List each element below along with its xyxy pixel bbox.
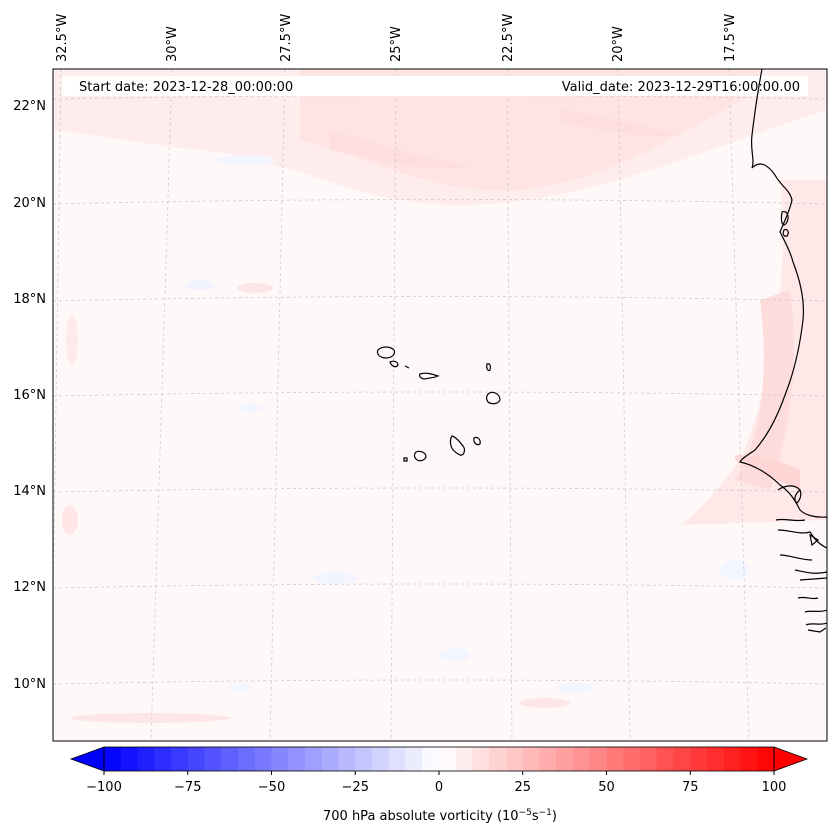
colorbar-segment [472, 747, 490, 771]
colorbar-segment [589, 747, 608, 771]
colorbar-segment [573, 747, 591, 771]
colorbar-segment [757, 747, 775, 771]
graticule [53, 69, 827, 741]
lat-label-22n: 22°N [13, 99, 46, 114]
lat-label-14n: 14°N [13, 484, 46, 499]
colorbar-segment [171, 747, 189, 771]
colorbar-segment [355, 747, 373, 771]
colorbar-segment [388, 747, 407, 771]
island-santa-luzia [404, 365, 410, 369]
colorbar-tick-label: 50 [598, 780, 615, 795]
lon-label-25w: 25°W [389, 26, 404, 62]
colorbar-segment [372, 747, 390, 771]
colorbar-tick-label: 100 [762, 780, 787, 795]
colorbar-segment [238, 747, 256, 771]
colorbar-tick-label: 25 [514, 780, 531, 795]
colorbar-segment [271, 747, 289, 771]
colorbar-segment [539, 747, 557, 771]
lon-label-17-5w: 17.5°W [723, 14, 738, 62]
colorbar-segment [321, 747, 340, 771]
island-sal [486, 363, 491, 372]
colorbar-segment [439, 747, 457, 771]
map-frame [52, 68, 828, 742]
colorbar-segment [640, 747, 658, 771]
colorbar-segment [204, 747, 222, 771]
lat-label-18n: 18°N [13, 292, 46, 307]
island-maio [473, 436, 481, 446]
lat-label-12n: 12°N [13, 580, 46, 595]
colorbar-segment [305, 747, 323, 771]
colorbar-ticks: −100 −75 −50 −25 0 25 50 75 100 [86, 771, 786, 795]
colorbar-segments [104, 747, 775, 771]
colorbar-segment [556, 747, 574, 771]
cape-verde-islands [376, 346, 501, 462]
island-fogo [413, 450, 427, 462]
colorbar-segment [723, 747, 742, 771]
colorbar-tick-label: −75 [174, 780, 201, 795]
vorticity-field [53, 69, 827, 741]
colorbar-tick-label: −100 [86, 780, 122, 795]
island-sao-nicolau [419, 372, 440, 380]
lon-label-27-5w: 27.5°W [279, 14, 294, 62]
lat-label-10n: 10°N [13, 677, 46, 692]
colorbar-segment [338, 747, 356, 771]
lon-label-20w: 20°W [611, 26, 626, 62]
lat-label-16n: 16°N [13, 388, 46, 403]
colorbar: −100 −75 −50 −25 0 25 50 75 100 700 hPa absolute… [69, 746, 809, 824]
colorbar-segment [104, 747, 122, 771]
colorbar-title: 700 hPa absolute vorticity (10−5s−1) [323, 808, 557, 824]
lon-label-32-5w: 32.5°W [55, 14, 70, 62]
colorbar-tick-label: 75 [682, 780, 699, 795]
lon-label-22-5w: 22.5°W [501, 14, 516, 62]
lon-label-30w: 30°W [165, 26, 180, 62]
colorbar-max-extend [773, 746, 809, 772]
colorbar-segment [489, 747, 507, 771]
colorbar-tick-label: −25 [342, 780, 369, 795]
colorbar-segment [673, 747, 691, 771]
colorbar-segment [137, 747, 155, 771]
island-santo-antao [376, 346, 396, 359]
colorbar-segment [405, 747, 423, 771]
colorbar-segment [455, 747, 474, 771]
start-date-label: Start date: 2023-12-28_00:00:00 [79, 80, 293, 95]
colorbar-segment [187, 747, 206, 771]
island-sao-vicente [389, 360, 399, 368]
colorbar-segment [120, 747, 139, 771]
colorbar-segment [606, 747, 624, 771]
colorbar-segment [506, 747, 524, 771]
coastline [739, 69, 827, 633]
colorbar-segment [154, 747, 172, 771]
colorbar-segment [690, 747, 708, 771]
island-santiago [449, 435, 466, 456]
lat-label-20n: 20°N [13, 196, 46, 211]
colorbar-segment [740, 747, 758, 771]
header-background [62, 76, 808, 96]
colorbar-segment [422, 747, 440, 771]
island-boa-vista [485, 391, 501, 405]
colorbar-segment [707, 747, 725, 771]
colorbar-segment [288, 747, 306, 771]
island-brava [403, 457, 408, 462]
colorbar-segment [522, 747, 541, 771]
colorbar-segment [623, 747, 641, 771]
colorbar-segment [254, 747, 273, 771]
colorbar-segment [656, 747, 675, 771]
colorbar-min-extend [69, 746, 105, 772]
colorbar-segment [221, 747, 239, 771]
valid-date-label: Valid_date: 2023-12-29T16:00:00.00 [562, 80, 800, 95]
colorbar-tick-label: 0 [435, 780, 443, 795]
colorbar-tick-label: −50 [258, 780, 285, 795]
